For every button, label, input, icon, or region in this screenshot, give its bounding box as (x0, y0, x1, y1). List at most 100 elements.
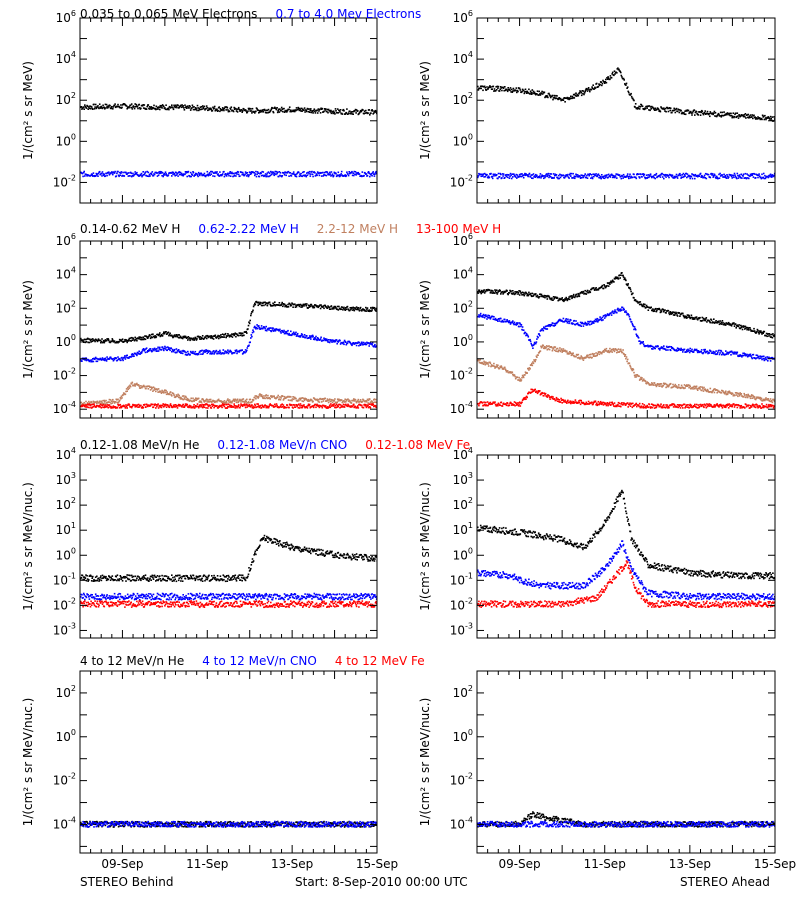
data-point (170, 106, 172, 108)
data-point (516, 177, 518, 179)
data-point (648, 176, 650, 179)
data-point (273, 395, 275, 397)
data-point (491, 175, 493, 178)
data-point (577, 292, 580, 295)
data-point (773, 172, 775, 175)
data-point (195, 399, 198, 401)
data-point (497, 87, 499, 89)
data-point (153, 404, 156, 407)
data-point (292, 306, 294, 308)
data-point (357, 400, 359, 402)
data-point (519, 175, 522, 178)
data-point (740, 177, 742, 179)
data-point (308, 111, 311, 113)
data-point (529, 292, 532, 295)
data-point (231, 333, 233, 335)
data-point (667, 110, 670, 113)
data-point (719, 111, 722, 114)
data-point (126, 341, 128, 344)
data-point (525, 292, 528, 295)
data-point (307, 398, 310, 401)
data-point (770, 336, 772, 338)
data-point (146, 105, 148, 108)
data-point (352, 306, 354, 309)
data-point (721, 111, 724, 114)
data-point (256, 396, 259, 398)
data-point (771, 336, 774, 339)
data-point (113, 172, 116, 174)
data-point (105, 358, 107, 361)
data-point (99, 106, 102, 108)
data-point (182, 398, 184, 401)
data-point (120, 405, 122, 408)
data-point (130, 406, 133, 409)
data-point (683, 315, 685, 318)
data-point (120, 395, 123, 398)
data-point (659, 311, 662, 314)
data-point (187, 105, 189, 107)
data-point (147, 405, 149, 408)
data-point (279, 405, 282, 408)
data-point (268, 301, 271, 304)
data-point (625, 82, 628, 85)
data-point (197, 353, 200, 356)
y-tick-label: 106 (56, 9, 76, 25)
data-point (315, 173, 318, 175)
data-point (211, 403, 213, 406)
data-point (298, 175, 301, 178)
data-point (303, 399, 306, 401)
data-point (609, 176, 612, 178)
data-point (229, 108, 232, 110)
data-point (205, 398, 208, 400)
y-tick-label: 106 (453, 9, 473, 25)
data-point (274, 328, 276, 331)
data-point (345, 307, 347, 309)
data-point (715, 177, 717, 180)
data-point (571, 97, 573, 100)
data-point (233, 352, 236, 354)
data-point (262, 326, 265, 329)
data-point (301, 400, 304, 402)
data-point (108, 404, 111, 406)
data-point (195, 405, 197, 407)
data-point (176, 351, 178, 354)
data-point (269, 174, 271, 177)
data-point (306, 172, 308, 174)
data-point (304, 111, 306, 113)
data-point (359, 344, 362, 346)
data-point (244, 351, 246, 354)
data-point (221, 406, 223, 409)
data-point (160, 105, 163, 107)
data-point (368, 345, 370, 347)
data-point (639, 301, 642, 303)
data-point (173, 172, 176, 175)
data-point (715, 175, 718, 178)
data-point (253, 304, 255, 306)
data-point (97, 105, 99, 107)
data-point (260, 327, 262, 329)
data-point (615, 277, 617, 279)
data-point (81, 339, 84, 341)
data-point (298, 407, 301, 409)
data-point (762, 176, 764, 179)
data-point (172, 106, 174, 109)
data-point (109, 405, 112, 408)
data-point (358, 112, 361, 114)
data-point (88, 106, 90, 108)
data-point (155, 390, 157, 393)
data-point (571, 296, 574, 299)
data-point (205, 107, 207, 110)
data-point (609, 78, 611, 81)
data-point (155, 336, 158, 338)
data-point (647, 174, 650, 176)
data-point (315, 406, 317, 409)
data-point (367, 112, 369, 114)
data-point (589, 90, 591, 93)
data-point (208, 398, 211, 401)
data-point (362, 109, 364, 111)
data-point (552, 98, 554, 101)
data-point (203, 174, 205, 177)
data-point (251, 107, 254, 110)
data-point (528, 173, 530, 176)
